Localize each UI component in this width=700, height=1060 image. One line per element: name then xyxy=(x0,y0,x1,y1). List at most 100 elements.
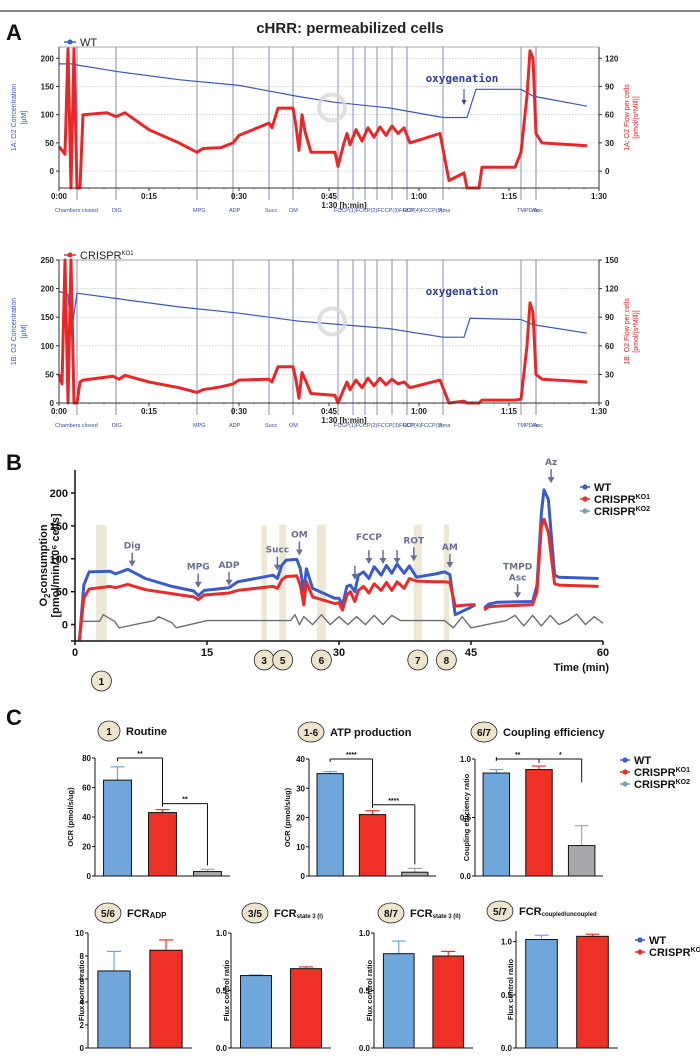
y-tick-label: 200 xyxy=(50,488,68,500)
watermark-logo-icon xyxy=(317,92,347,123)
arrow-label: Succ xyxy=(266,546,290,556)
x-tick-label: 0:45 xyxy=(321,192,338,201)
event-label: Chambers closed xyxy=(55,423,98,429)
significance-label: * xyxy=(559,752,562,759)
legend-marker xyxy=(582,496,588,502)
arrow-down-icon xyxy=(446,561,454,568)
y-tick-label: 1.0 xyxy=(216,929,228,938)
y-left-axis-label: 1B: O2 Concentration xyxy=(11,298,18,365)
step-badge xyxy=(435,649,457,671)
legend-label: CRISPRKO2 xyxy=(634,779,690,791)
arrow-label: ROT xyxy=(403,536,425,546)
event-label: TMPD Asc xyxy=(517,208,543,214)
chart-title-subscript: state 3 (II) xyxy=(433,914,461,920)
chart-title-subscript: coupled/uncoupled xyxy=(542,912,597,918)
chart-title: FCRcoupled/uncoupled xyxy=(519,906,597,918)
arrow-label: OM xyxy=(291,531,308,541)
y-right-axis-label: 1A: O2 Flow per cells xyxy=(624,84,631,151)
legend-superscript: KO2 xyxy=(676,779,691,786)
event-label: FCCP(1)FCCP(2)FCCP(3)FCCP(4)FCCP(5) xyxy=(334,423,443,429)
y-left-tick-label: 0 xyxy=(50,399,55,408)
bar xyxy=(382,953,415,1049)
x-tick-label: 1:15 xyxy=(501,407,518,416)
legend-superscript: KO1 xyxy=(676,767,691,774)
x-tick-label: 0 xyxy=(72,647,78,659)
x-tick-label: 0:30 xyxy=(231,192,248,201)
x-tick-label: 1:30 xyxy=(591,407,608,416)
x-tick-label: 30 xyxy=(333,647,345,659)
y-tick-label: 150 xyxy=(50,521,68,533)
step-badge xyxy=(241,902,269,924)
y-tick-label: 1.0 xyxy=(501,938,513,947)
y-right-tick-label: 90 xyxy=(605,82,614,91)
event-label: OM xyxy=(289,423,298,429)
step-badge xyxy=(486,900,514,922)
shaded-interval xyxy=(279,524,287,641)
bar xyxy=(103,779,132,877)
step-badge xyxy=(94,902,122,924)
bar xyxy=(149,949,183,1049)
significance-label: **** xyxy=(346,752,357,759)
bar xyxy=(193,871,222,877)
event-label: ADP xyxy=(229,423,241,429)
legend-label: WT xyxy=(594,482,611,494)
arrow-down-icon xyxy=(128,560,136,567)
bar-chart-C4: 5/6 FCRADP 0 2 4 6 8 10 Flux control ratio xyxy=(75,902,192,1053)
arrow-label: Az xyxy=(545,458,557,468)
bar xyxy=(401,871,429,877)
step-badge xyxy=(272,649,294,671)
chart-title: Routine xyxy=(126,726,167,738)
event-label: Az xyxy=(532,208,539,214)
step-badge-label: 5/6 xyxy=(101,909,115,920)
event-label: OM xyxy=(289,208,298,214)
y-tick-label: 40 xyxy=(296,755,305,764)
shaded-interval xyxy=(413,524,422,641)
event-label: DIG xyxy=(112,208,122,214)
arrow-down-icon xyxy=(194,581,202,588)
y-left-tick-label: 250 xyxy=(41,256,55,265)
legend-marker xyxy=(622,781,628,787)
y-axis-label: Flux control ratio xyxy=(506,958,515,1020)
x-tick-label: 0:15 xyxy=(141,407,158,416)
bar xyxy=(148,812,177,877)
legend-label: CRISPRKO1 xyxy=(634,767,690,779)
y-tick-label: 50 xyxy=(56,587,68,599)
y-tick-label: 20 xyxy=(296,814,305,823)
y-tick-label: 8 xyxy=(80,952,85,961)
y-left-tick-label: 50 xyxy=(45,139,54,148)
y-right-tick-label: 30 xyxy=(605,139,614,148)
event-label: ADP xyxy=(229,208,241,214)
y-right-tick-label: 0 xyxy=(605,399,610,408)
y-left-axis-label: 1A: O2 Concentration xyxy=(11,84,18,151)
y-axis-label: Flux control ratio xyxy=(77,959,86,1021)
y-tick-label: 10 xyxy=(75,929,84,938)
o2-concentration-line xyxy=(59,63,588,119)
significance-label: **** xyxy=(388,798,399,805)
bar-chart-C3: 6/7 Coupling efficiency 0.0 0.5 1.0 Coupling … xyxy=(460,721,690,881)
y-right-tick-label: 60 xyxy=(605,342,614,351)
arrow-down-icon xyxy=(547,477,555,484)
event-label: Chambers closed xyxy=(55,208,98,214)
y-tick-label: 10 xyxy=(296,843,305,852)
bar xyxy=(576,935,609,1049)
y-left-tick-label: 50 xyxy=(45,370,54,379)
panel-b-chart: 1 3 5 6 7 8 0 50 100 150 200 0 15 30 45 60 Time (min) O2c… xyxy=(38,458,650,692)
y-tick-label: 0.5 xyxy=(460,814,472,823)
y-left-tick-label: 200 xyxy=(41,54,55,63)
bar xyxy=(240,975,272,1049)
legend-superscript: KO2 xyxy=(636,506,651,513)
legend-label: CRISPRKO2 xyxy=(594,506,650,518)
arrow-label: ADP xyxy=(218,561,239,571)
bar-chart-C2: 1-6 ATP production 0 10 20 30 40 OCR (pmol/s/ug… xyxy=(283,721,436,881)
bar xyxy=(97,970,131,1049)
event-label: DIG xyxy=(112,423,122,429)
y-tick-label: 0.5 xyxy=(359,987,371,996)
y-tick-label: 4 xyxy=(80,998,85,1007)
arrow-down-icon xyxy=(295,549,303,556)
chart-title: FCRstate 3 (II) xyxy=(410,908,461,920)
arrow-down-icon xyxy=(273,564,281,571)
legend-superscript: KO1 xyxy=(691,947,700,954)
arrow-down-icon xyxy=(410,555,418,562)
legend-label: WT xyxy=(80,37,97,49)
